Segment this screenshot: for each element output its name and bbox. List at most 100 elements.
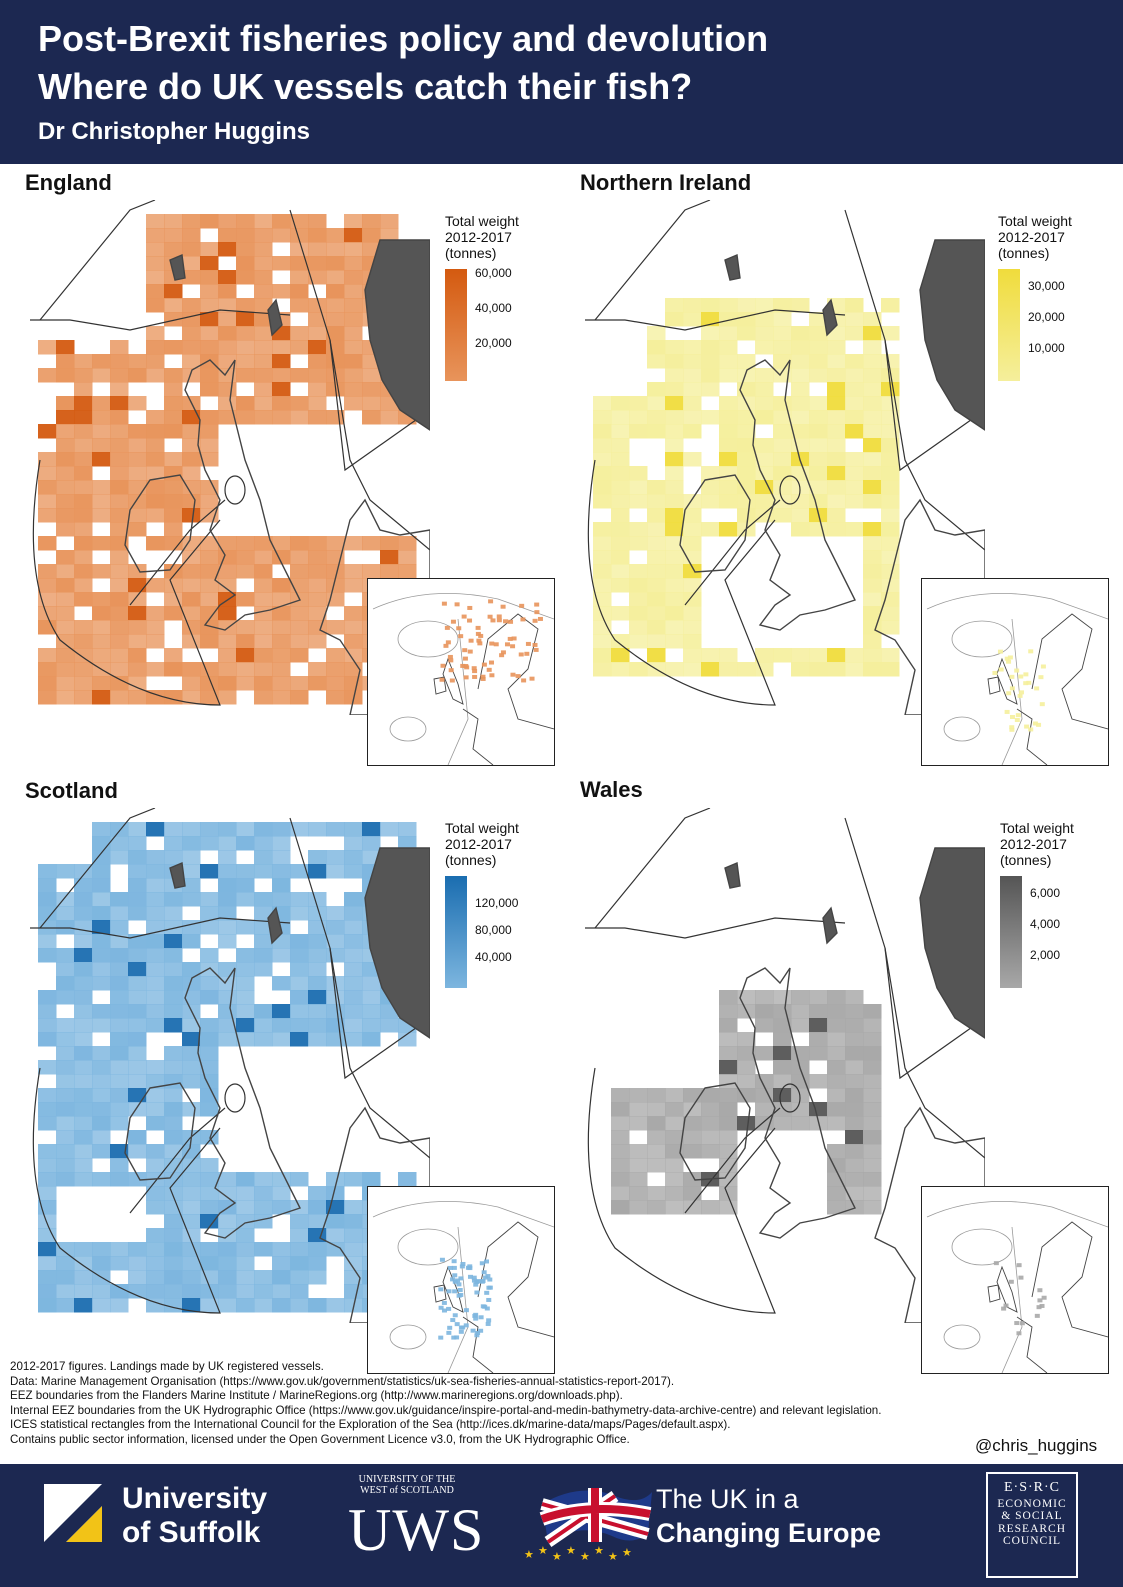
scotland-cell — [146, 1228, 165, 1243]
scotland-cell — [290, 1298, 309, 1313]
england-inset-cell — [467, 605, 473, 610]
northern-ireland-cell — [629, 592, 648, 607]
northern-ireland-cell — [827, 494, 846, 509]
england-cell — [398, 536, 417, 551]
scotland-cell — [254, 1186, 273, 1201]
england-inset-cell — [508, 619, 514, 624]
england-cell — [326, 284, 345, 299]
scotland-cell — [218, 1256, 237, 1271]
england-cell — [146, 508, 165, 523]
scotland-cell — [56, 1270, 75, 1285]
england-cell — [236, 228, 255, 243]
england-cell — [182, 242, 201, 257]
england-eez-line — [289, 209, 430, 472]
england-cell — [128, 620, 147, 635]
england-cell — [110, 634, 129, 649]
england-cell — [290, 340, 309, 355]
england-inset-cell — [503, 619, 509, 624]
wales-cell — [737, 1060, 756, 1075]
england-cell — [200, 214, 219, 229]
northern-ireland-cell — [755, 662, 774, 677]
england-inset-cell — [504, 642, 510, 647]
england-inset-scandinavia — [477, 613, 554, 730]
england-cell — [308, 662, 327, 677]
panel-title-northern-ireland: Northern Ireland — [580, 170, 752, 195]
scotland-cell — [200, 1186, 219, 1201]
scotland-cell — [326, 1298, 345, 1313]
england-cell — [272, 592, 291, 607]
scotland-cell — [128, 976, 147, 991]
scotland-inset-cell — [458, 1329, 464, 1334]
northern-ireland-inset-cell — [1034, 686, 1040, 691]
scotland-inset-cell — [439, 1257, 445, 1262]
england-cell — [56, 452, 75, 467]
northern-ireland-cell — [593, 620, 612, 635]
wales-cell — [791, 1018, 810, 1033]
scotland-inset-eez-line — [372, 1201, 554, 1373]
scotland-cell — [254, 1242, 273, 1257]
england-cell — [146, 256, 165, 271]
england-cell — [236, 214, 255, 229]
northern-ireland-cell — [791, 424, 810, 439]
england-inset-cell — [449, 678, 455, 683]
england-cell — [92, 634, 111, 649]
northern-ireland-cell — [881, 480, 900, 495]
scotland-cell — [272, 1256, 291, 1271]
wales-cell — [665, 1088, 684, 1103]
northern-ireland-inset-cell — [1004, 656, 1010, 661]
northern-ireland-cell — [629, 480, 648, 495]
northern-ireland-cell — [665, 452, 684, 467]
england-cell — [290, 648, 309, 663]
scotland-cell — [38, 920, 57, 935]
scotland-cell — [200, 1242, 219, 1257]
england-cell — [56, 620, 75, 635]
northern-ireland-cell — [809, 340, 828, 355]
northern-ireland-cell — [737, 410, 756, 425]
scotland-cell — [308, 990, 327, 1005]
scotland-cell — [308, 948, 327, 963]
scotland-cell — [110, 1144, 129, 1159]
northern-ireland-cell — [719, 522, 738, 537]
scotland-cell — [92, 892, 111, 907]
scotland-cell — [218, 1172, 237, 1187]
northern-ireland-cell — [683, 536, 702, 551]
scotland-cell — [164, 836, 183, 851]
wales-cell — [845, 1130, 864, 1145]
northern-ireland-cell — [863, 424, 882, 439]
scotland-norway — [364, 847, 430, 1039]
northern-ireland-eez-line — [587, 459, 776, 706]
wales-cell — [827, 990, 846, 1005]
scotland-cell — [38, 1214, 57, 1229]
wales-eez-line — [844, 817, 985, 1080]
wales-cell — [863, 1158, 882, 1173]
scotland-inset-cell — [478, 1328, 484, 1333]
northern-ireland-inset-cell — [1014, 718, 1020, 723]
england-cell — [344, 284, 363, 299]
scotland-cell — [236, 990, 255, 1005]
scotland-cell — [362, 822, 381, 837]
svg-text:★: ★ — [538, 1544, 548, 1557]
england-inset-cell — [499, 653, 505, 658]
scotland-cell — [164, 1018, 183, 1033]
northern-ireland-cell — [755, 452, 774, 467]
wales-cell — [809, 1046, 828, 1061]
northern-ireland-cell — [737, 326, 756, 341]
england-cell — [146, 270, 165, 285]
england-cell — [74, 648, 93, 663]
england-cell — [110, 340, 129, 355]
scotland-cell — [146, 1298, 165, 1313]
scotland-cell — [236, 1242, 255, 1257]
england-cell — [164, 452, 183, 467]
scotland-cell — [200, 892, 219, 907]
northern-ireland-cell — [665, 396, 684, 411]
england-cell — [128, 368, 147, 383]
scotland-cell — [218, 1214, 237, 1229]
northern-ireland-cell — [809, 438, 828, 453]
england-cell — [380, 214, 399, 229]
author-handle[interactable]: @chris_huggins — [975, 1436, 1098, 1455]
england-cell — [146, 578, 165, 593]
england-cell — [236, 676, 255, 691]
scotland-cell — [146, 1060, 165, 1075]
scotland-cell — [200, 1298, 219, 1313]
wales-inset-cell — [1014, 1321, 1020, 1326]
